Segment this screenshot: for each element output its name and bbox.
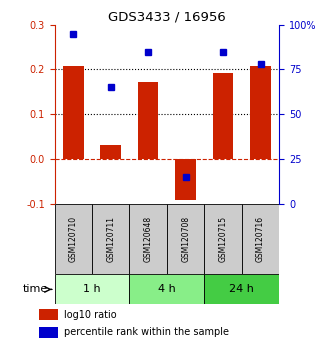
Bar	[175, 159, 196, 200]
Text: GSM120710: GSM120710	[69, 216, 78, 262]
Bar	[100, 144, 121, 159]
Bar	[250, 66, 271, 159]
Bar	[39, 309, 58, 320]
Bar	[129, 204, 167, 274]
Bar	[63, 66, 83, 159]
Text: log10 ratio: log10 ratio	[64, 310, 117, 320]
Title: GDS3433 / 16956: GDS3433 / 16956	[108, 11, 226, 24]
Bar	[204, 204, 242, 274]
Text: GSM120648: GSM120648	[144, 216, 153, 262]
Bar	[129, 274, 204, 304]
Bar	[204, 274, 279, 304]
Bar	[213, 73, 233, 159]
Text: 4 h: 4 h	[158, 284, 176, 295]
Text: GSM120715: GSM120715	[219, 216, 228, 262]
Bar	[242, 204, 279, 274]
Text: 24 h: 24 h	[230, 284, 254, 295]
Text: GSM120716: GSM120716	[256, 216, 265, 262]
Text: GSM120711: GSM120711	[106, 216, 115, 262]
Bar	[138, 82, 159, 159]
Text: time: time	[23, 284, 48, 295]
Text: 1 h: 1 h	[83, 284, 101, 295]
Text: percentile rank within the sample: percentile rank within the sample	[64, 327, 229, 337]
Bar	[55, 274, 129, 304]
Bar	[55, 204, 92, 274]
Bar	[92, 204, 129, 274]
Bar	[39, 327, 58, 338]
Text: GSM120708: GSM120708	[181, 216, 190, 262]
Bar	[167, 204, 204, 274]
